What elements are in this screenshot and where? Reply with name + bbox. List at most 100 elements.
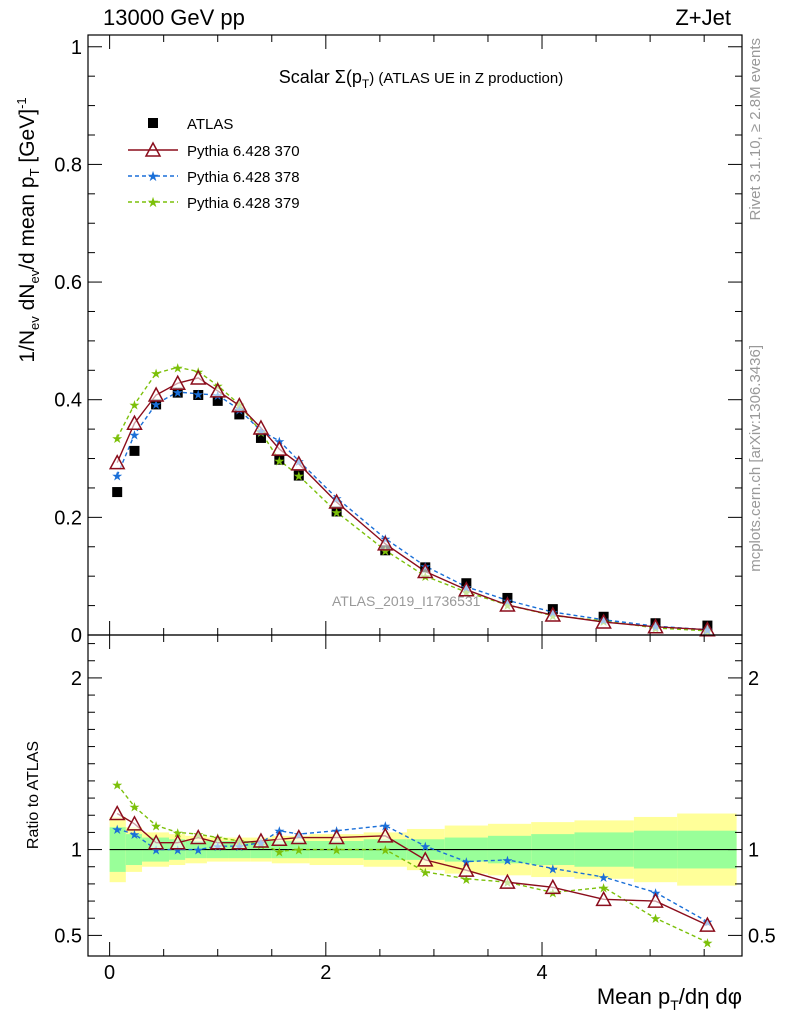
ratio-y-tick-label-right: 1 [748,840,759,862]
ratio-point [699,916,716,932]
data-point [458,581,475,597]
title-prefix: Scalar Σ(p [279,67,362,87]
ratio-point: ★ [111,777,123,792]
y-tick-label: 0.8 [54,154,82,176]
data-point [190,369,207,385]
data-point: ★ [172,385,184,400]
ratio-point: ★ [129,800,141,815]
data-point: ★ [150,366,162,381]
data-point: ★ [150,397,162,412]
ratio-point: ★ [419,865,431,880]
legend-label-379: Pythia 6.428 379 [187,195,300,212]
main-panel: 0 0.2 0.4 0.6 0.8 1 ATLAS_2019_I1736531 Scala… [14,34,743,647]
ratio-point [417,851,434,867]
data-point [231,397,248,413]
data-point [293,470,304,481]
ratio-point: ★ [598,880,610,895]
ratio-point: ★ [111,822,123,837]
ratio-point: ★ [274,844,286,859]
ratio-point [169,834,186,850]
data-point: ★ [111,469,123,484]
x-axis-label: Mean pT/dη dφ [597,984,742,1013]
data-point [112,487,123,498]
title-sub: T [362,77,370,91]
y-tick-label: 0.6 [54,272,82,294]
ratio-point [544,878,562,895]
legend-marker-378: ★ [147,168,160,184]
legend: ATLAS Pythia 6.428 370 ★ Pythia 6.428 37… [128,116,300,212]
data-point [271,440,288,456]
data-point: ★ [111,431,123,446]
legend-marker-370 [144,141,162,157]
ratio-y-tick-label: 2 [71,668,82,690]
ratio-point [147,834,165,850]
data-point [129,445,140,456]
ratio-point: ★ [598,870,610,885]
ratio-point: ★ [650,911,662,926]
ratio-point: ★ [331,843,343,858]
series-line-Pythia-6.428-379 [116,366,708,632]
ratio-point: ★ [293,843,305,858]
analysis-label: ATLAS_2019_I1736531 [332,593,481,609]
ratio-point: ★ [547,861,559,876]
ratio-point: ★ [172,825,184,840]
ratio-point [377,827,394,843]
data-point [126,414,143,430]
ratio-point: ★ [172,843,184,858]
legend-label-378: Pythia 6.428 378 [187,169,300,186]
data-point [699,621,716,637]
ratio-y-tick-label-right: 0.5 [748,925,776,947]
y-tick-label: 1 [71,37,82,59]
ratio-point [328,828,345,845]
ratio-point [595,890,612,907]
data-point [328,493,345,509]
data-point: ★ [129,427,141,442]
ratio-point [271,830,288,847]
ratio-point [458,861,475,877]
data-point [169,374,186,390]
ratio-point [499,873,516,889]
ratio-point: ★ [379,819,391,834]
data-point [595,613,612,629]
ratio-point: ★ [379,843,391,858]
data-point [212,395,223,406]
ratio-point [209,834,226,850]
ratio-point: ★ [150,819,162,834]
legend-marker-atlas [148,118,158,128]
data-point [193,390,204,400]
data-point: ★ [274,453,286,468]
ratio-point: ★ [502,853,514,868]
chart-title: Scalar Σ(pT) (ATLAS UE in Z production) [279,67,563,91]
data-point [108,454,126,470]
data-point [147,386,165,402]
ratio-y-tick-label-right: 2 [748,668,759,690]
data-point: ★ [129,397,141,412]
mcplots-label: mcplots.cern.ch [arXiv:1306.3436] [747,345,764,572]
data-point [544,606,562,622]
x-tick-label: 0 [104,962,115,984]
series-line-Pythia-6.428-370 [116,377,708,631]
data-point [209,382,226,398]
data-point [377,535,394,551]
data-point [290,455,308,471]
ratio-point [231,834,248,850]
title-suffix: ) (ATLAS UE in Z production) [369,70,563,87]
data-point [499,596,516,612]
legend-marker-379: ★ [147,194,160,210]
rivet-label: Rivet 3.1.10, ≥ 2.8M events [747,38,764,221]
y-tick-label: 0 [71,625,82,647]
data-point: ★ [192,387,204,402]
ratio-y-label: Ratio to ATLAS [25,741,42,849]
data-point [331,506,342,517]
ratio-point: ★ [702,935,714,950]
ratio-point [108,804,126,821]
ratio-y-tick-label: 0.5 [54,925,82,947]
data-point [647,618,664,634]
data-point: ★ [331,505,343,520]
header-right: Z+Jet [675,5,731,30]
ratio-point: ★ [129,827,141,842]
ratio-point: ★ [192,843,204,858]
data-point [255,432,266,443]
